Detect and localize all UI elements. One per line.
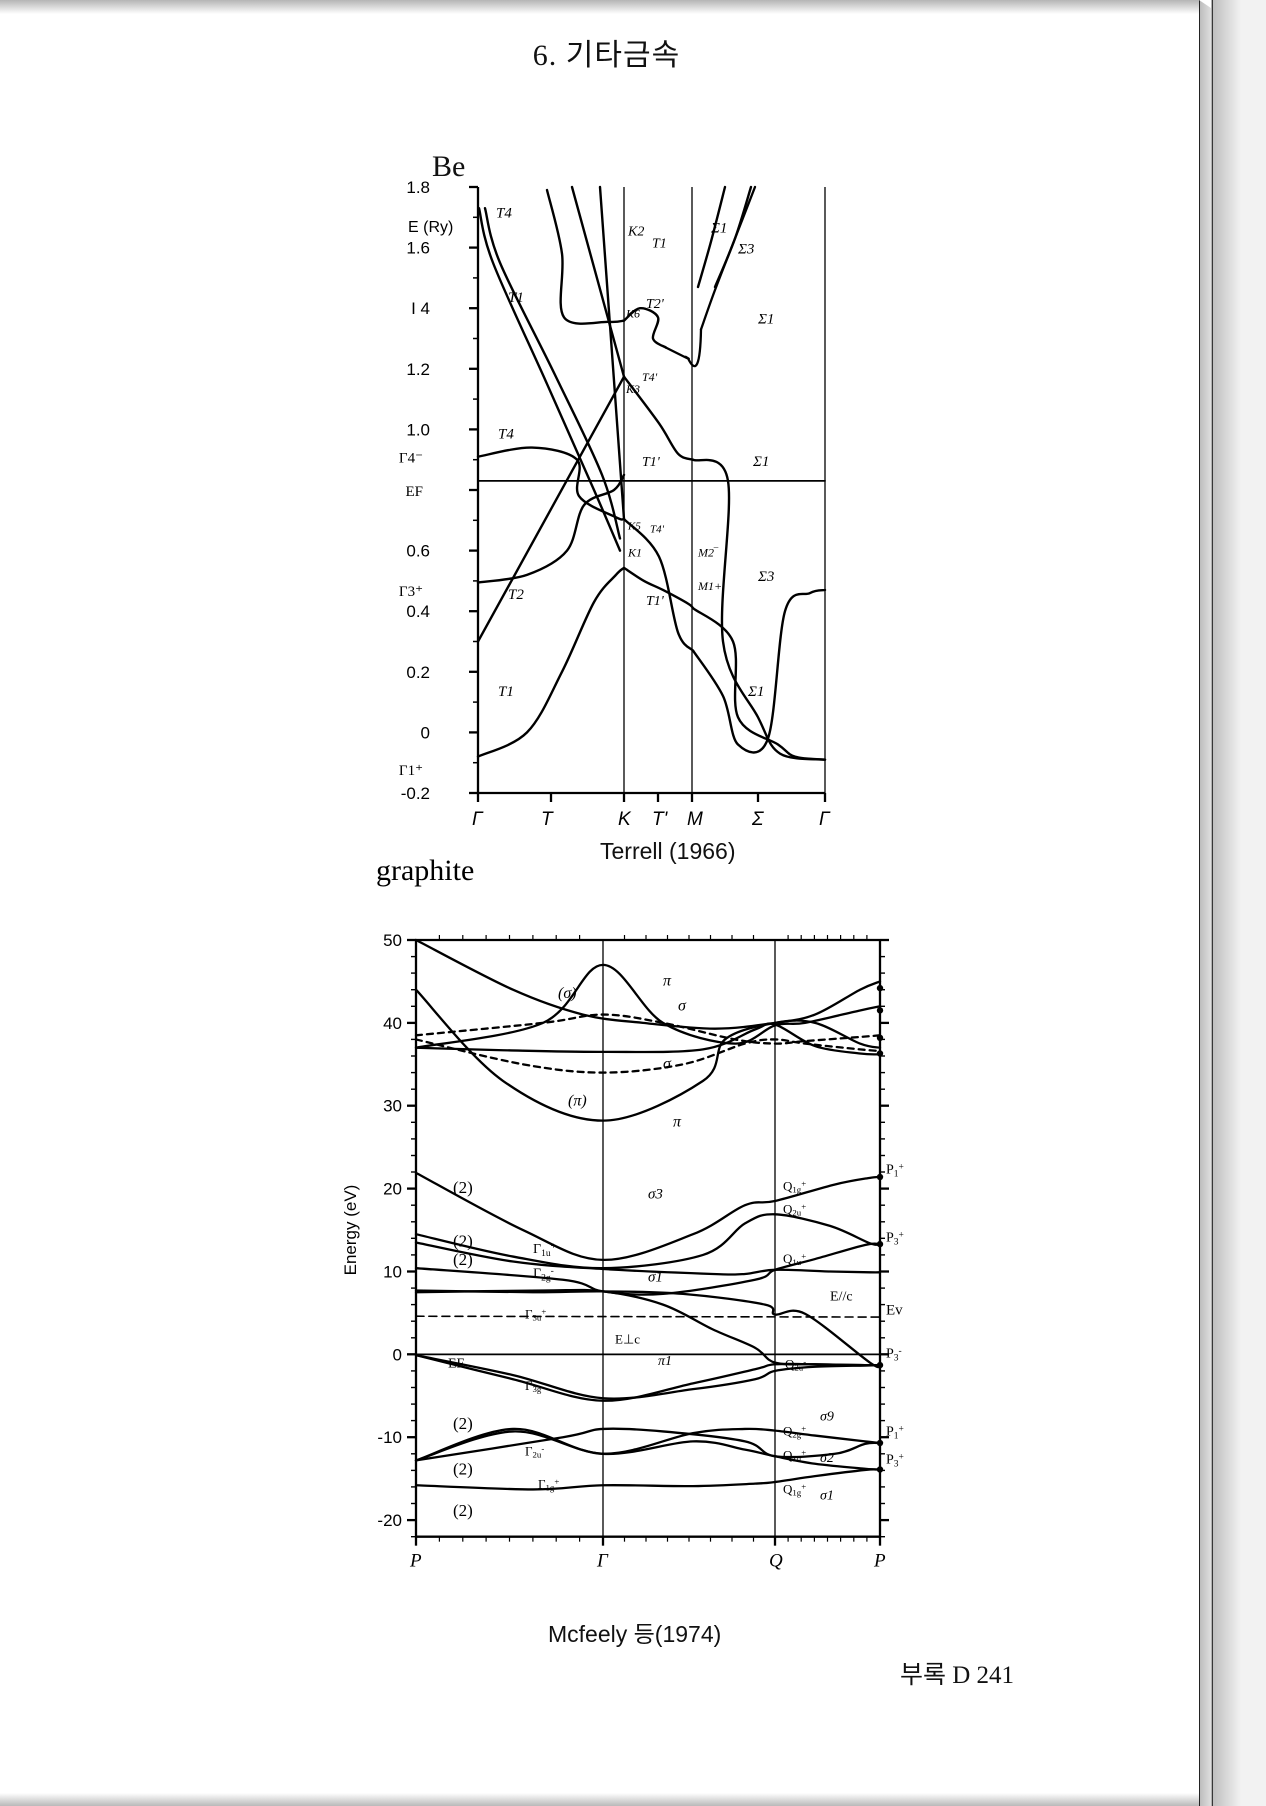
svg-text:P1+: P1+ [886, 1424, 904, 1441]
svg-text:Energy (eV): Energy (eV) [341, 1185, 360, 1276]
svg-text:(2): (2) [453, 1460, 473, 1479]
svg-text:Q2u-: Q2u- [785, 1356, 806, 1372]
svg-text:P: P [873, 1551, 886, 1572]
svg-text:π1: π1 [658, 1354, 672, 1369]
svg-text:π: π [673, 1114, 682, 1131]
svg-text:Q2g+: Q2g+ [783, 1424, 806, 1440]
svg-text:(2): (2) [453, 1232, 473, 1251]
svg-text:P3+: P3+ [886, 1230, 904, 1247]
svg-text:-20: -20 [377, 1511, 402, 1530]
svg-text:P3-: P3- [886, 1346, 902, 1363]
svg-text:(π): (π) [568, 1093, 587, 1110]
svg-text:σ1: σ1 [648, 1269, 663, 1285]
svg-text:Γ: Γ [596, 1551, 609, 1572]
svg-text:40: 40 [383, 1014, 402, 1033]
svg-text:Q1g+: Q1g+ [783, 1178, 806, 1194]
svg-text:50: 50 [383, 931, 402, 950]
svg-text:P: P [409, 1551, 422, 1572]
svg-text:graphite: graphite [376, 854, 474, 887]
svg-text:Q2u+: Q2u+ [783, 1201, 806, 1217]
svg-text:Q1g+: Q1g+ [783, 1482, 806, 1498]
svg-text:π: π [663, 973, 672, 990]
svg-text:P3+: P3+ [886, 1452, 904, 1469]
svg-text:Γ2g-: Γ2g- [533, 1266, 554, 1283]
svg-text:σ1: σ1 [820, 1488, 834, 1503]
svg-text:Γ1u+: Γ1u+ [533, 1242, 556, 1259]
svg-text:(2): (2) [453, 1178, 473, 1197]
svg-text:(2): (2) [453, 1250, 473, 1269]
svg-text:0: 0 [393, 1345, 402, 1364]
svg-text:(2): (2) [453, 1414, 473, 1433]
svg-text:(2): (2) [453, 1501, 473, 1520]
svg-text:E⊥c: E⊥c [615, 1332, 640, 1347]
svg-text:σ: σ [663, 1055, 672, 1072]
svg-text:EF: EF [448, 1357, 465, 1372]
svg-text:Γ1g+: Γ1g+ [538, 1477, 559, 1493]
svg-text:Q: Q [769, 1551, 783, 1572]
svg-text:σ: σ [678, 997, 687, 1014]
svg-text:σ2: σ2 [820, 1451, 834, 1466]
svg-text:P1+: P1+ [886, 1162, 904, 1179]
svg-text:σ3: σ3 [648, 1187, 663, 1203]
svg-text:10: 10 [383, 1263, 402, 1282]
svg-text:-10: -10 [377, 1428, 402, 1447]
svg-text:(σ): (σ) [558, 985, 577, 1002]
svg-text:Γ2u-: Γ2u- [525, 1443, 544, 1459]
svg-text:Ev: Ev [886, 1303, 903, 1319]
svg-text:Q1u+: Q1u+ [783, 1251, 806, 1267]
svg-text:σ9: σ9 [820, 1410, 834, 1425]
svg-text:E//c: E//c [830, 1290, 853, 1305]
svg-text:30: 30 [383, 1097, 402, 1116]
svg-text:Γ3u+: Γ3u+ [525, 1307, 546, 1323]
svg-text:20: 20 [383, 1180, 402, 1199]
